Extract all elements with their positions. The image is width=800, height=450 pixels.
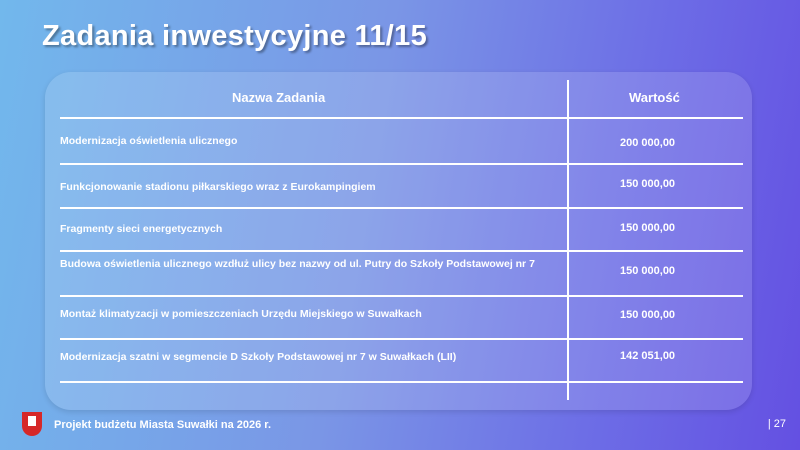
slide-title: Zadania inwestycyjne 11/15	[42, 20, 427, 52]
column-divider	[567, 80, 569, 400]
table-row: Modernizacja oświetlenia ulicznego 200 0…	[60, 119, 743, 165]
task-value: 142 051,00	[620, 350, 676, 362]
task-name: Budowa oświetlenia ulicznego wzdłuż ulic…	[60, 258, 535, 270]
task-value: 200 000,00	[620, 137, 676, 149]
table-row: Budowa oświetlenia ulicznego wzdłuż ulic…	[60, 252, 743, 297]
task-value: 150 000,00	[620, 222, 676, 234]
task-name: Modernizacja szatni w segmencie D Szkoły…	[60, 351, 457, 363]
header-row	[60, 80, 743, 119]
task-name: Fragmenty sieci energetycznych	[60, 223, 223, 235]
table-row: Fragmenty sieci energetycznych 150 000,0…	[60, 209, 743, 252]
table-card	[45, 72, 752, 410]
task-value: 150 000,00	[620, 178, 676, 190]
table-row: Funkcjonowanie stadionu piłkarskiego wra…	[60, 165, 743, 209]
footer-text: Projekt budżetu Miasta Suwałki na 2026 r…	[54, 419, 272, 431]
header-value: Wartość	[629, 90, 680, 105]
table-row: Montaż klimatyzacji w pomieszczeniach Ur…	[60, 297, 743, 340]
task-value: 150 000,00	[620, 265, 676, 277]
page-number: | 27	[767, 418, 786, 430]
task-name: Funkcjonowanie stadionu piłkarskiego wra…	[60, 181, 376, 193]
table-row: Modernizacja szatni w segmencie D Szkoły…	[60, 340, 743, 383]
task-name: Montaż klimatyzacji w pomieszczeniach Ur…	[60, 308, 422, 320]
task-name: Modernizacja oświetlenia ulicznego	[60, 135, 238, 147]
task-value: 150 000,00	[620, 309, 676, 321]
header-name: Nazwa Zadania	[232, 90, 326, 105]
coat-of-arms-logo	[22, 412, 42, 436]
